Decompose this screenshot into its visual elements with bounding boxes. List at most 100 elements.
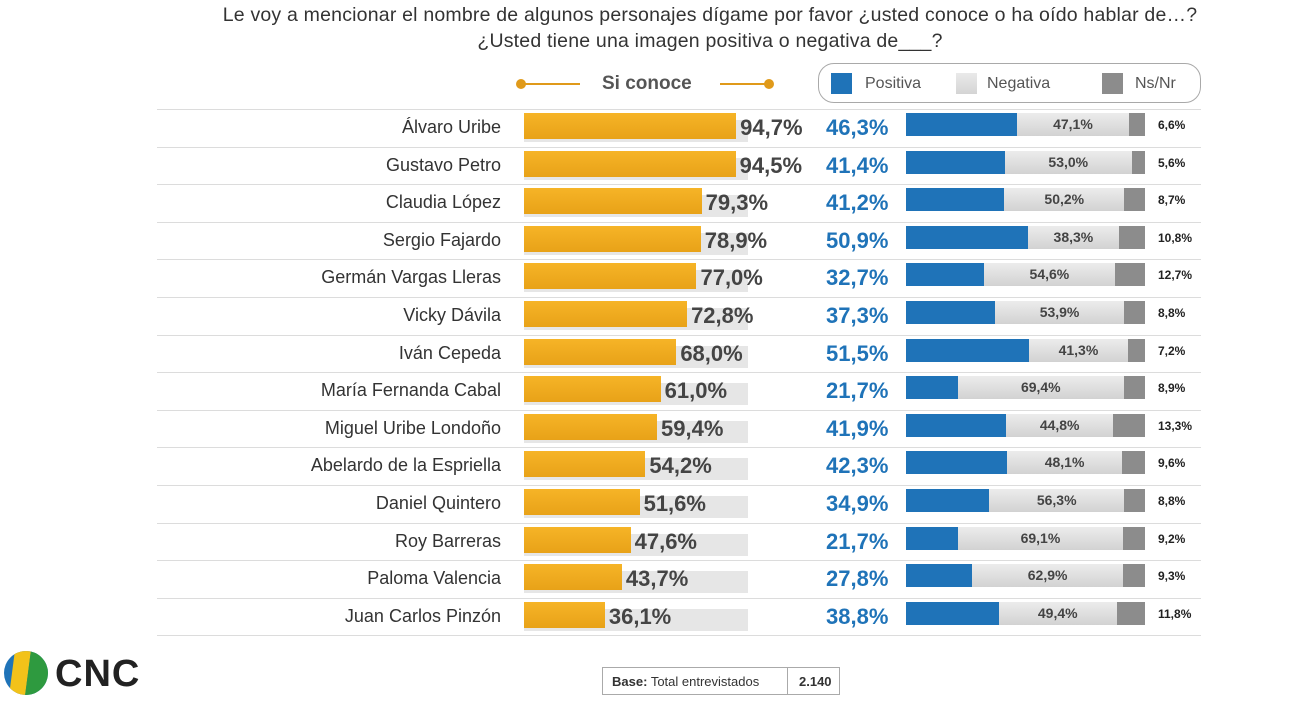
nsnr-bar bbox=[1114, 263, 1145, 287]
negativa-label: 47,1% bbox=[1053, 116, 1093, 132]
positiva-bar bbox=[906, 376, 958, 400]
legend-si-conoce: Si conoce bbox=[516, 70, 778, 98]
positiva-label: 37,3% bbox=[826, 303, 889, 328]
negativa-label: 44,8% bbox=[1039, 416, 1080, 433]
si-conoce-label: 54,2% bbox=[649, 453, 712, 479]
nsnr-bar bbox=[1124, 188, 1145, 212]
si-conoce-label: 77,0% bbox=[700, 265, 763, 291]
si-conoce-label: 36,1% bbox=[608, 603, 672, 629]
row-name: Miguel Uribe Londoño bbox=[324, 417, 501, 438]
negativa-bar bbox=[957, 376, 1124, 400]
negativa-label: 56,3% bbox=[1036, 492, 1077, 508]
nsnr-label: 8,9% bbox=[1158, 381, 1186, 396]
row-divider bbox=[157, 334, 1201, 336]
row-divider bbox=[157, 221, 1201, 223]
positiva-label: 34,9% bbox=[826, 491, 889, 516]
row-divider bbox=[157, 146, 1201, 148]
negativa-bar bbox=[998, 601, 1117, 625]
positiva-bar bbox=[906, 113, 1017, 136]
row-divider bbox=[157, 297, 1201, 298]
nsnr-bar bbox=[1122, 564, 1145, 588]
negativa-label: 38,3% bbox=[1053, 228, 1094, 245]
row-name: Iván Cepeda bbox=[398, 342, 501, 363]
chart-row: Claudia López 79,3% 41,2% 50,2% 8,7% bbox=[0, 184, 1293, 221]
chart-row: Daniel Quintero 51,6% 34,9% 56,3% 8,8% bbox=[0, 485, 1293, 522]
chart-row: María Fernanda Cabal 61,0% 21,7% 69,4% 8,9% bbox=[0, 372, 1293, 409]
positiva-bar bbox=[906, 188, 1005, 212]
base-separator bbox=[787, 668, 788, 694]
nsnr-label: 12,7% bbox=[1158, 268, 1193, 283]
positiva-bar bbox=[906, 225, 1028, 249]
row-divider bbox=[157, 560, 1201, 562]
nsnr-label: 8,7% bbox=[1158, 193, 1186, 208]
si-conoce-bar bbox=[524, 338, 677, 365]
base-text: Base: Total entrevistados bbox=[612, 674, 759, 689]
nsnr-bar bbox=[1123, 489, 1145, 512]
nsnr-label: 10,8% bbox=[1158, 230, 1193, 245]
row-divider bbox=[157, 522, 1201, 524]
nsnr-bar bbox=[1122, 451, 1145, 475]
legend-label-nsnr: Ns/Nr bbox=[1135, 75, 1176, 92]
legend-swatch-positiva bbox=[831, 73, 852, 94]
si-conoce-bar bbox=[524, 113, 737, 139]
positiva-label: 41,4% bbox=[826, 152, 889, 178]
si-conoce-bar bbox=[524, 263, 697, 290]
positiva-label: 42,3% bbox=[826, 453, 889, 479]
row-name: Gustavo Petro bbox=[385, 154, 501, 175]
si-conoce-label: 51,6% bbox=[643, 491, 706, 516]
positiva-label: 38,8% bbox=[826, 603, 889, 629]
nsnr-label: 7,2% bbox=[1158, 343, 1186, 358]
si-conoce-label: 94,5% bbox=[739, 152, 803, 178]
positiva-bar bbox=[906, 413, 1007, 437]
si-conoce-label: 94,7% bbox=[740, 115, 803, 140]
positiva-label: 32,7% bbox=[826, 265, 889, 291]
negativa-bar bbox=[1006, 413, 1114, 437]
negativa-label: 50,2% bbox=[1044, 191, 1085, 208]
negativa-label: 53,0% bbox=[1048, 153, 1089, 170]
nsnr-label: 11,8% bbox=[1158, 606, 1192, 621]
row-name: Álvaro Uribe bbox=[401, 117, 501, 137]
negativa-bar bbox=[957, 526, 1123, 550]
row-divider bbox=[157, 109, 1201, 110]
si-conoce-label: 61,0% bbox=[664, 378, 728, 404]
si-conoce-label: 72,8% bbox=[691, 303, 754, 328]
positiva-label: 41,9% bbox=[826, 415, 889, 441]
row-divider bbox=[157, 597, 1201, 599]
si-conoce-label: 68,0% bbox=[680, 340, 743, 366]
negativa-bar bbox=[984, 263, 1115, 287]
positiva-bar bbox=[906, 338, 1030, 362]
chart-title-line2: ¿Usted tiene una imagen positiva o negat… bbox=[477, 30, 943, 52]
negativa-label: 53,9% bbox=[1039, 304, 1080, 320]
si-conoce-bar bbox=[524, 188, 702, 215]
si-conoce-bar bbox=[524, 225, 701, 252]
cnc-logo-icon bbox=[4, 651, 48, 695]
negativa-bar bbox=[1007, 451, 1123, 475]
si-conoce-bar bbox=[524, 489, 640, 515]
legend-image: Positiva Negativa Ns/Nr bbox=[818, 63, 1201, 103]
positiva-label: 21,7% bbox=[826, 528, 889, 554]
chart-title-line1: Le voy a mencionar el nombre de algunos … bbox=[222, 4, 1198, 26]
nsnr-bar bbox=[1131, 150, 1145, 174]
cnc-logo: CNC bbox=[3, 650, 153, 696]
legend-line-left bbox=[524, 83, 580, 85]
chart-row: Álvaro Uribe 94,7% 46,3% 47,1% 6,6% bbox=[0, 109, 1293, 146]
chart-row: Gustavo Petro 94,5% 41,4% 53,0% 5,6% bbox=[0, 147, 1293, 184]
row-divider bbox=[157, 259, 1201, 261]
negativa-label: 69,4% bbox=[1020, 379, 1061, 396]
legend-dot-left bbox=[516, 79, 526, 89]
row-divider bbox=[157, 485, 1201, 486]
nsnr-bar bbox=[1127, 338, 1145, 362]
row-name: Juan Carlos Pinzón bbox=[344, 605, 501, 626]
negativa-label: 54,6% bbox=[1029, 266, 1070, 283]
nsnr-bar bbox=[1129, 113, 1145, 136]
nsnr-bar bbox=[1123, 376, 1145, 400]
positiva-bar bbox=[906, 489, 990, 512]
nsnr-label: 9,3% bbox=[1158, 569, 1186, 584]
positiva-bar bbox=[906, 451, 1008, 475]
positiva-label: 27,8% bbox=[826, 566, 889, 592]
base-value: 2.140 bbox=[799, 674, 832, 689]
row-name: Paloma Valencia bbox=[367, 568, 501, 589]
row-name: Daniel Quintero bbox=[375, 493, 501, 513]
nsnr-label: 6,6% bbox=[1158, 118, 1186, 132]
row-divider bbox=[157, 184, 1201, 186]
